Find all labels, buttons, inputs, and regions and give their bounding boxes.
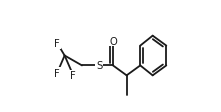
Text: F: F [54, 39, 60, 49]
Text: F: F [54, 68, 60, 78]
Text: O: O [109, 36, 117, 46]
Text: F: F [70, 71, 76, 81]
Text: S: S [96, 61, 103, 71]
